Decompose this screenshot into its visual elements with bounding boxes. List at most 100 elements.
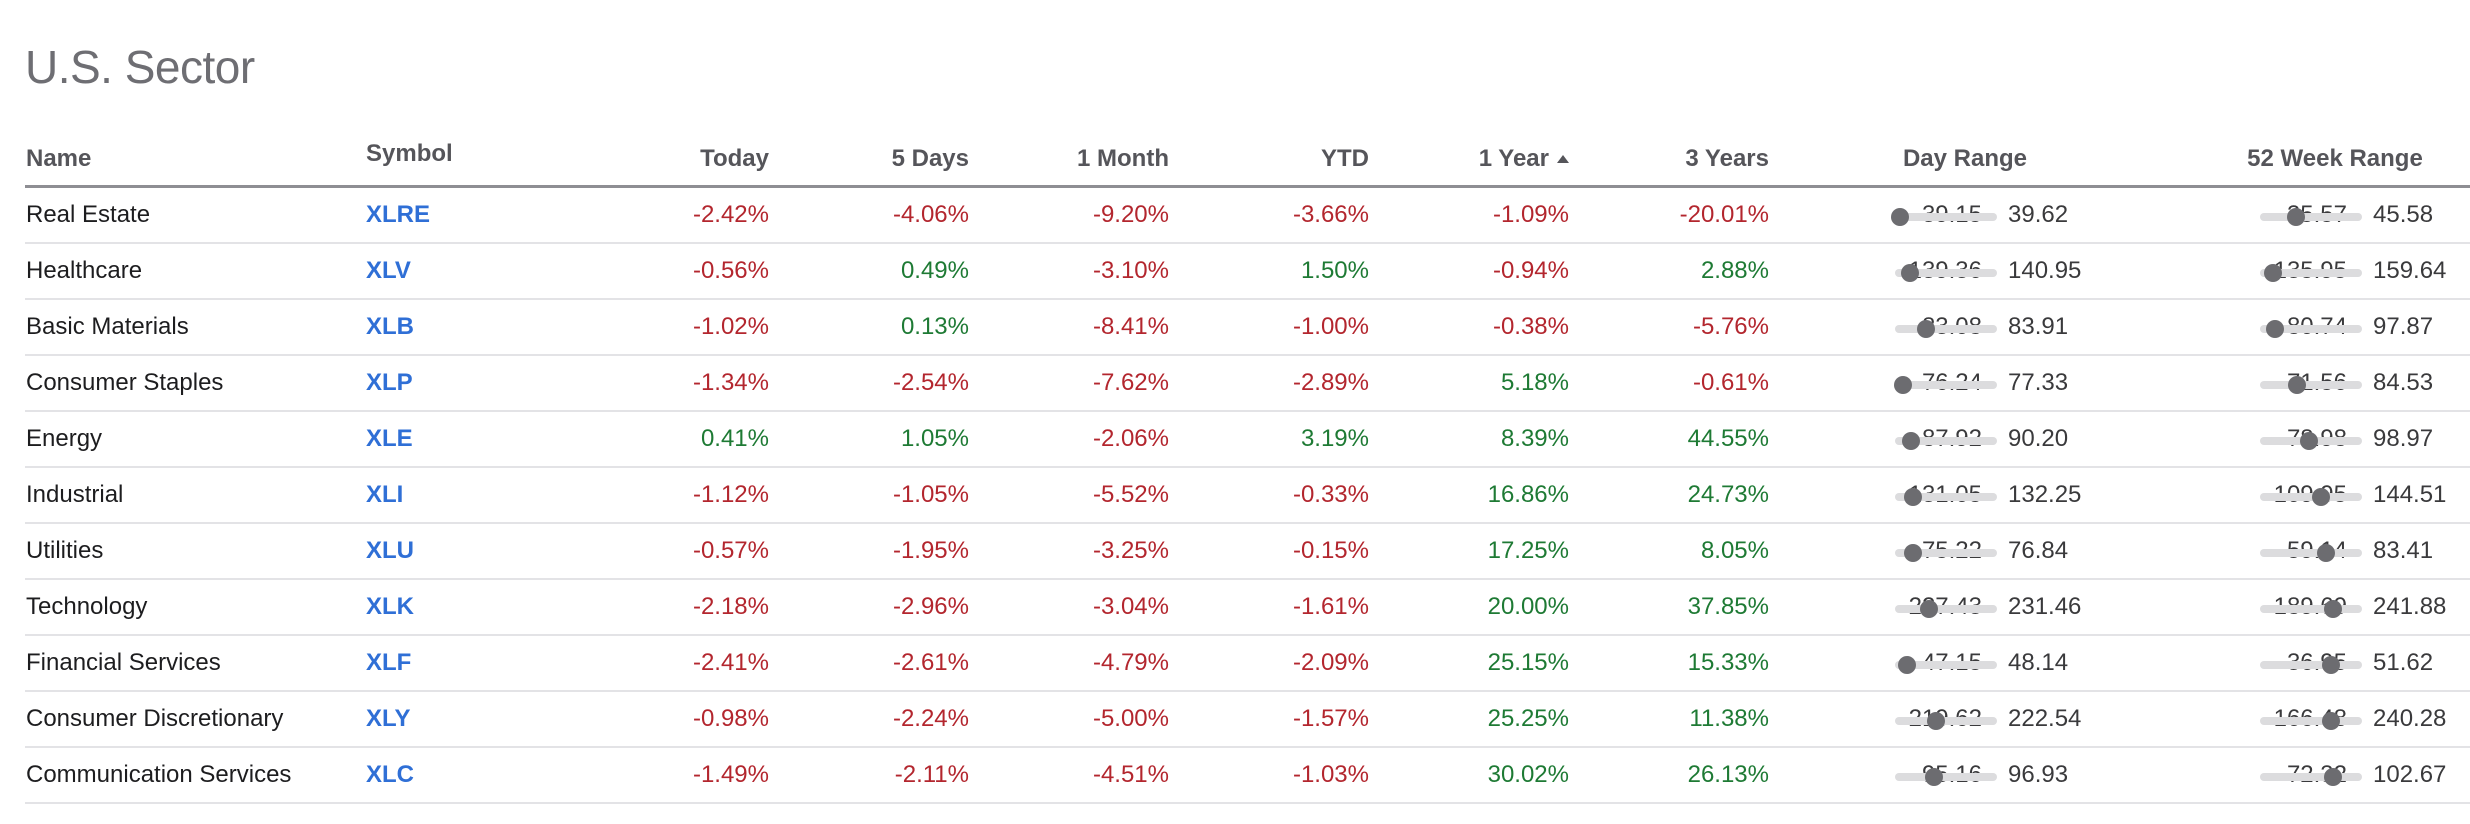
day-range-high: 222.54 <box>2008 705 2082 732</box>
sort-ascending-icon <box>1557 154 1569 163</box>
table-row[interactable]: Consumer Discretionary XLY -0.98% -2.24% -5.… <box>25 692 2470 748</box>
column-header-5-days[interactable]: 5 Days <box>891 144 969 172</box>
week52-range: 166.48240.28 <box>2255 692 2470 746</box>
change-3-years: -5.76% <box>1692 313 1769 340</box>
week52-range-track <box>2260 656 2362 674</box>
week52-range-track <box>2260 432 2362 450</box>
day-range-marker <box>1901 264 1920 282</box>
symbol-link[interactable]: XLI <box>366 481 404 508</box>
symbol-link[interactable]: XLF <box>366 649 412 676</box>
column-header-symbol[interactable]: Symbol <box>366 139 453 167</box>
change-1-year: 16.86% <box>1487 481 1569 508</box>
change-1-year: 25.15% <box>1487 649 1569 676</box>
day-range-marker <box>1891 208 1910 226</box>
day-range-marker <box>1904 544 1923 562</box>
symbol-link[interactable]: XLU <box>366 537 414 564</box>
change-1-year: 5.18% <box>1500 369 1569 396</box>
column-header-52-week-range[interactable]: 52 Week Range <box>2247 144 2423 172</box>
change-today: 0.41% <box>700 425 769 452</box>
day-range-track <box>1895 488 1997 506</box>
change-ytd: 1.50% <box>1300 257 1369 284</box>
page-title: U.S. Sector <box>25 41 255 93</box>
day-range: 75.2276.84 <box>1890 524 2160 578</box>
week52-range-marker <box>2317 544 2336 562</box>
symbol-link[interactable]: XLY <box>366 705 411 732</box>
change-1-year: -0.94% <box>1492 257 1569 284</box>
change-1-month: -2.06% <box>1092 425 1169 452</box>
table-row[interactable]: Communication Services XLC -1.49% -2.11% -4.… <box>25 748 2470 804</box>
day-range: 47.1548.14 <box>1890 636 2160 690</box>
column-header-3-years[interactable]: 3 Years <box>1685 144 1769 172</box>
day-range-high: 132.25 <box>2008 481 2082 508</box>
sector-name: Basic Materials <box>26 313 189 340</box>
table-row[interactable]: Financial Services XLF -2.41% -2.61% -4.79% -… <box>25 636 2470 692</box>
change-1-month: -3.04% <box>1092 593 1169 620</box>
symbol-link[interactable]: XLE <box>366 425 413 452</box>
day-range-high: 39.62 <box>2008 201 2069 228</box>
change-1-year: -0.38% <box>1492 313 1569 340</box>
day-range-marker <box>1919 600 1938 618</box>
week52-range-high: 159.64 <box>2373 257 2447 284</box>
change-1-month: -4.51% <box>1092 761 1169 788</box>
change-ytd: 3.19% <box>1300 425 1369 452</box>
sector-name: Real Estate <box>26 201 151 228</box>
change-1-month: -3.10% <box>1092 257 1169 284</box>
column-header-name[interactable]: Name <box>26 144 92 172</box>
symbol-link[interactable]: XLK <box>366 593 414 620</box>
week52-range-track <box>2260 264 2362 282</box>
column-header-day-range[interactable]: Day Range <box>1902 144 2028 172</box>
day-range-track <box>1895 712 1997 730</box>
symbol-link[interactable]: XLP <box>366 369 413 396</box>
day-range-high: 83.91 <box>2008 313 2069 340</box>
change-ytd: -1.03% <box>1292 761 1369 788</box>
symbol-link[interactable]: XLV <box>366 257 411 284</box>
change-ytd: -1.00% <box>1292 313 1369 340</box>
change-1-year: 17.25% <box>1487 537 1569 564</box>
column-header-1-month[interactable]: 1 Month <box>1077 144 1169 172</box>
change-today: -1.49% <box>692 761 769 788</box>
change-5-days: 0.49% <box>900 257 969 284</box>
week52-range-track <box>2260 712 2362 730</box>
week52-range-high: 84.53 <box>2373 369 2434 396</box>
column-header-today[interactable]: Today <box>700 144 769 172</box>
column-header-ytd[interactable]: YTD <box>1321 144 1369 172</box>
week52-range: 36.9551.62 <box>2255 636 2470 690</box>
week52-range: 80.7497.87 <box>2255 300 2470 354</box>
week52-range-track <box>2260 320 2362 338</box>
week52-range-track <box>2260 768 2362 786</box>
day-range: 87.9290.20 <box>1890 412 2160 466</box>
table-row[interactable]: Industrial XLI -1.12% -1.05% -5.52% -0.33% 16.… <box>25 468 2470 524</box>
table-row[interactable]: Real Estate XLRE -2.42% -4.06% -9.20% -3.66% -… <box>25 188 2470 244</box>
change-1-month: -9.20% <box>1092 201 1169 228</box>
column-header-1-year[interactable]: 1 Year <box>1369 128 1569 185</box>
day-range-track <box>1895 768 1997 786</box>
symbol-link[interactable]: XLC <box>366 761 414 788</box>
table-row[interactable]: Consumer Staples XLP -1.34% -2.54% -7.62% -2.… <box>25 356 2470 412</box>
change-3-years: 26.13% <box>1687 761 1769 788</box>
change-5-days: -1.95% <box>892 537 969 564</box>
week52-range-high: 240.28 <box>2373 705 2447 732</box>
table-row[interactable]: Technology XLK -2.18% -2.96% -3.04% -1.61% 20.… <box>25 580 2470 636</box>
change-3-years: 8.05% <box>1700 537 1769 564</box>
week52-range-track <box>2260 208 2362 226</box>
table-row[interactable]: Healthcare XLV -0.56% 0.49% -3.10% 1.50% -0.94… <box>25 244 2470 300</box>
week52-range-high: 144.51 <box>2373 481 2447 508</box>
table-row[interactable]: Energy XLE 0.41% 1.05% -2.06% 3.19% 8.39% 44.55… <box>25 412 2470 468</box>
change-1-year: 20.00% <box>1487 593 1569 620</box>
day-range-high: 140.95 <box>2008 257 2082 284</box>
change-ytd: -3.66% <box>1292 201 1369 228</box>
table-row[interactable]: Utilities XLU -0.57% -1.95% -3.25% -0.15% 17.2… <box>25 524 2470 580</box>
week52-range-track <box>2260 376 2362 394</box>
change-5-days: -2.24% <box>892 705 969 732</box>
day-range-track <box>1895 432 1997 450</box>
symbol-link[interactable]: XLRE <box>366 201 431 228</box>
table-row[interactable]: Basic Materials XLB -1.02% 0.13% -8.41% -1.00… <box>25 300 2470 356</box>
symbol-link[interactable]: XLB <box>366 313 414 340</box>
change-today: -0.98% <box>692 705 769 732</box>
sector-name: Consumer Staples <box>26 369 224 396</box>
day-range: 227.43231.46 <box>1890 580 2160 634</box>
day-range-marker <box>1924 768 1943 786</box>
week52-range: 35.5745.58 <box>2255 188 2470 242</box>
sector-table: Name Symbol Today 5 Days 1 Month YTD 1 Y… <box>25 128 2470 804</box>
day-range-track <box>1894 376 1997 394</box>
